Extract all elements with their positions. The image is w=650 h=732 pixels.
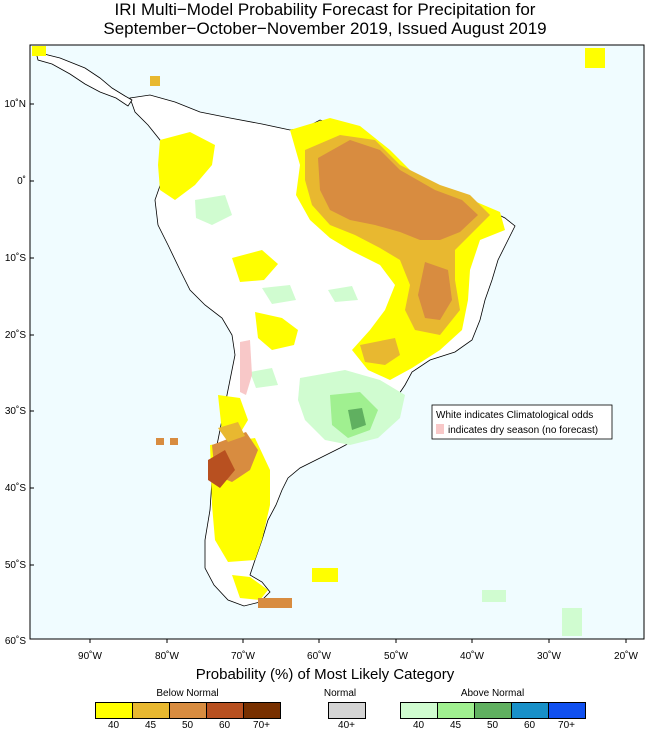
lon-label-40w: 40˚W <box>460 650 484 662</box>
legend-below-normal-ticks: 40 45 50 60 70+ <box>95 720 280 731</box>
map-title-line-1: IRI Multi−Model Probability Forecast for… <box>114 0 536 19</box>
legend-tick: 70+ <box>253 720 270 731</box>
legend-tick: 45 <box>449 720 462 731</box>
map-notes: White indicates Climatological odds indi… <box>431 404 613 440</box>
lon-label-90w: 90˚W <box>78 650 102 662</box>
lon-label-20w: 20˚W <box>614 650 638 662</box>
legend-above-normal-swatches <box>400 702 586 719</box>
dry-season-strip <box>240 340 252 395</box>
legend-title: Probability (%) of Most Likely Category <box>195 666 455 683</box>
central-america-land <box>35 51 133 107</box>
lon-label-30w: 30˚W <box>537 650 561 662</box>
lat-label-20s: 20˚S <box>5 329 26 341</box>
legend-below-normal-label: Below Normal <box>156 688 219 699</box>
legend-tick: 60 <box>218 720 231 731</box>
latitude-ticks <box>30 103 34 566</box>
dry-season-swatch <box>436 424 444 434</box>
lon-label-80w: 80˚W <box>155 650 179 662</box>
legend-normal-label: Normal <box>323 688 357 699</box>
below-normal-45-50-regions <box>150 76 490 608</box>
legend-tick: 40+ <box>338 720 355 731</box>
lat-label-10s: 10˚S <box>5 252 26 264</box>
lat-label-10n: 10˚N <box>4 98 26 110</box>
swatch-below-45 <box>133 703 170 718</box>
swatch-above-60 <box>512 703 549 718</box>
legend-tick: 50 <box>486 720 499 731</box>
longitude-labels: 90˚W 80˚W 70˚W 60˚W 50˚W 40˚W 30˚W 20˚W <box>78 650 638 662</box>
swatch-below-50 <box>170 703 207 718</box>
legend-below-normal-swatches <box>95 702 281 719</box>
legend-tick: 45 <box>144 720 157 731</box>
lon-label-70w: 70˚W <box>231 650 255 662</box>
swatch-above-70 <box>549 703 585 718</box>
note-dry-season: indicates dry season (no forecast) <box>448 425 598 436</box>
lon-label-50w: 50˚W <box>384 650 408 662</box>
map-title-line-2: September−October−November 2019, Issued … <box>103 19 547 38</box>
swatch-above-50 <box>475 703 512 718</box>
legend-tick: 60 <box>523 720 536 731</box>
legend-above-normal-label: Above Normal <box>460 688 525 699</box>
legend-tick: 40 <box>412 720 425 731</box>
longitude-ticks <box>89 639 627 643</box>
above-normal-regions <box>195 195 582 636</box>
swatch-above-40 <box>401 703 438 718</box>
lat-label-0: 0˚ <box>17 175 26 187</box>
legend-normal-swatches <box>328 702 366 719</box>
legend-tick: 70+ <box>558 720 575 731</box>
legend-tick: 50 <box>181 720 194 731</box>
legend-above-normal-ticks: 40 45 50 60 70+ <box>400 720 585 731</box>
lat-label-30s: 30˚S <box>5 405 26 417</box>
legend-normal-ticks: 40+ <box>328 720 365 731</box>
swatch-normal-40 <box>329 703 365 718</box>
lat-label-50s: 50˚S <box>5 559 26 571</box>
lon-label-60w: 60˚W <box>307 650 331 662</box>
forecast-map: White indicates Climatological odds indi… <box>4 44 645 662</box>
map-notes-box <box>431 404 613 440</box>
swatch-above-45 <box>438 703 475 718</box>
latitude-labels: 10˚N 0˚ 10˚S 20˚S 30˚S 40˚S 50˚S 60˚S <box>4 98 26 647</box>
swatch-below-60 <box>207 703 244 718</box>
note-climatological: White indicates Climatological odds <box>436 410 593 421</box>
swatch-below-70 <box>244 703 280 718</box>
swatch-below-40 <box>96 703 133 718</box>
legend-tick: 40 <box>107 720 120 731</box>
lat-label-40s: 40˚S <box>5 482 26 494</box>
lat-label-60s: 60˚S <box>5 635 26 647</box>
